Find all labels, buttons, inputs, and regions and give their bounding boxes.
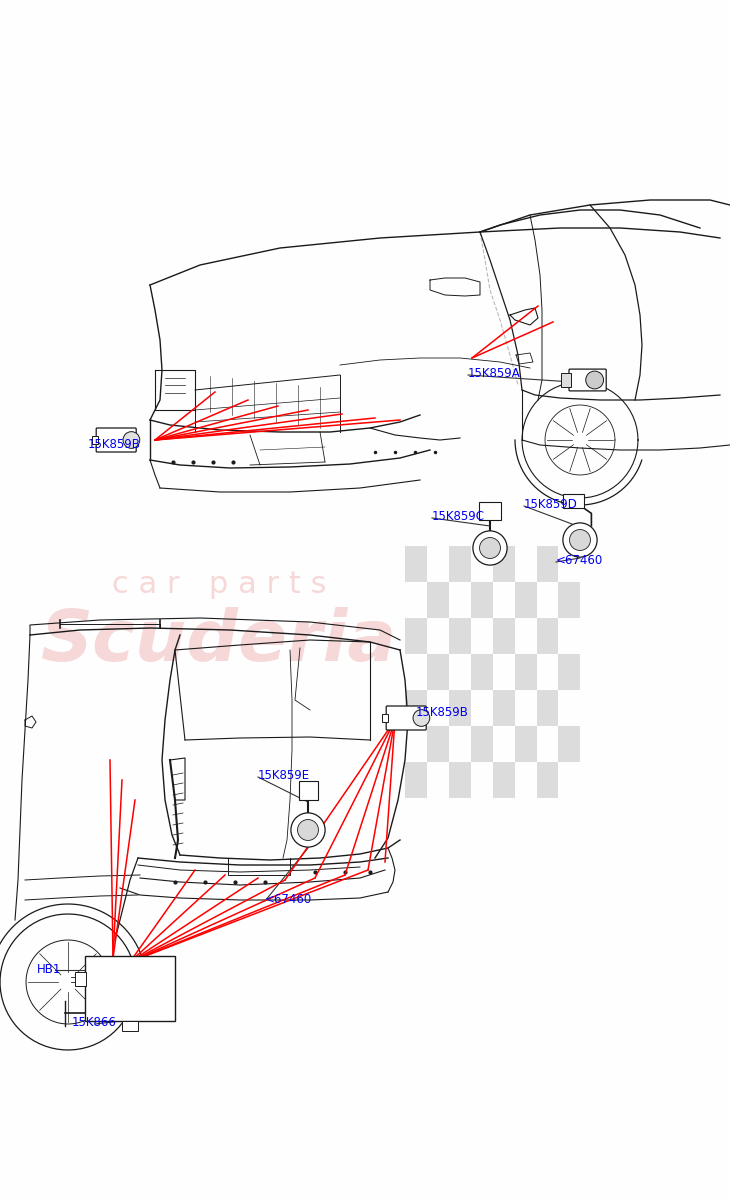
FancyBboxPatch shape <box>386 706 426 730</box>
Bar <box>471 582 493 618</box>
Bar <box>75 972 86 985</box>
Circle shape <box>585 371 604 389</box>
Bar <box>558 726 580 762</box>
Bar <box>537 762 558 798</box>
Text: 15K859A: 15K859A <box>468 367 520 380</box>
Bar <box>449 690 471 726</box>
Bar <box>85 955 175 1020</box>
Bar <box>405 546 427 582</box>
Circle shape <box>291 812 325 847</box>
Bar <box>563 494 584 508</box>
Text: 15K859E: 15K859E <box>258 769 310 782</box>
Text: <67460: <67460 <box>265 893 312 906</box>
Bar <box>561 373 571 386</box>
Circle shape <box>480 538 501 558</box>
Text: Scuderia: Scuderia <box>41 607 397 677</box>
Circle shape <box>569 529 591 551</box>
Text: 15K859C: 15K859C <box>432 510 485 523</box>
Circle shape <box>563 523 597 557</box>
Bar <box>122 1020 138 1031</box>
Bar <box>493 762 515 798</box>
Circle shape <box>123 432 139 449</box>
Bar <box>537 546 558 582</box>
Bar <box>427 654 449 690</box>
Circle shape <box>298 820 318 840</box>
Bar <box>493 546 515 582</box>
Bar <box>405 618 427 654</box>
Bar <box>299 781 318 799</box>
Bar <box>493 618 515 654</box>
Bar <box>471 654 493 690</box>
Bar <box>449 546 471 582</box>
Circle shape <box>473 530 507 565</box>
Bar <box>92 436 99 444</box>
Text: 15K859B: 15K859B <box>416 706 469 719</box>
Text: c a r   p a r t s: c a r p a r t s <box>112 570 326 599</box>
Bar <box>449 762 471 798</box>
Bar <box>537 690 558 726</box>
FancyBboxPatch shape <box>569 370 606 391</box>
Bar <box>479 503 502 520</box>
Bar <box>558 654 580 690</box>
Bar <box>383 714 388 722</box>
Bar <box>493 690 515 726</box>
Bar <box>515 582 537 618</box>
Bar <box>427 582 449 618</box>
Bar <box>405 762 427 798</box>
Circle shape <box>413 709 430 726</box>
FancyBboxPatch shape <box>96 428 137 452</box>
Bar <box>449 618 471 654</box>
Bar <box>471 726 493 762</box>
Text: 15K866: 15K866 <box>72 1016 117 1028</box>
Bar <box>515 654 537 690</box>
Text: 15K859B: 15K859B <box>88 438 141 451</box>
Bar <box>405 690 427 726</box>
Bar <box>515 726 537 762</box>
Bar <box>537 618 558 654</box>
Text: HB1: HB1 <box>37 962 61 976</box>
Bar <box>558 582 580 618</box>
Text: <67460: <67460 <box>556 554 603 566</box>
Text: 15K859D: 15K859D <box>524 498 578 511</box>
Bar <box>427 726 449 762</box>
